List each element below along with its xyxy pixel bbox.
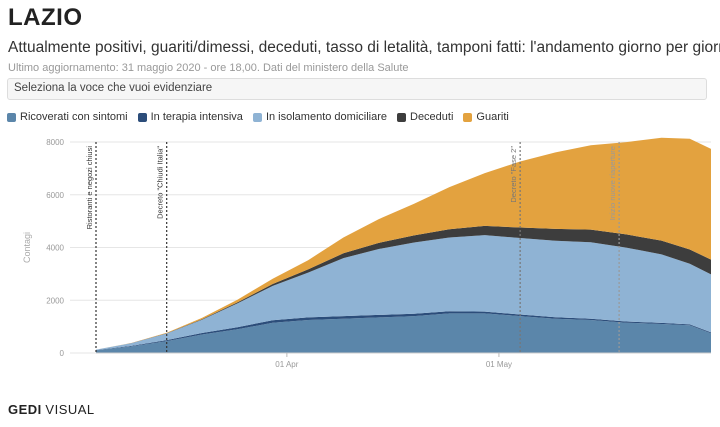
legend-label: Ricoverati con sintomi: [20, 111, 128, 123]
annotation-label: Decreto "Chiudi Italia": [156, 146, 165, 219]
y-tick-label: 0: [60, 349, 65, 358]
selector-placeholder: Seleziona la voce che vuoi evidenziare: [14, 82, 213, 94]
x-tick-label: 01 May: [486, 360, 512, 369]
legend-item-in-isolamento-domiciliare[interactable]: In isolamento domiciliare: [252, 111, 387, 123]
y-tick-label: 4000: [46, 244, 64, 253]
legend-item-deceduti[interactable]: Deceduti: [397, 111, 453, 123]
stacked-area-chart: 0 2000 4000 6000 8000 Contagi 01 Apr 01 May Rist…: [22, 137, 711, 369]
page-title: LAZIO: [8, 4, 83, 31]
legend-label: In isolamento domiciliare: [265, 111, 387, 123]
annotation-label: Decreto "Fase 2": [509, 146, 518, 203]
area-guariti: [96, 137, 711, 350]
legend-label: In terapia intensiva: [150, 111, 243, 123]
page-subtitle: Attualmente positivi, guariti/dimessi, d…: [8, 39, 720, 56]
y-tick-label: 8000: [46, 138, 64, 147]
legend-swatch: [137, 112, 147, 122]
chart-legend: Ricoverati con sintomi In terapia intensi…: [7, 111, 509, 123]
legend-label: Deceduti: [410, 111, 454, 123]
area-ricoverati-con-sintomi: [96, 313, 711, 353]
brand-logo-part1: GEDI: [8, 402, 42, 417]
area-in-isolamento-domiciliare: [96, 235, 711, 351]
x-tick-label: 01 Apr: [275, 360, 298, 369]
brand-logo-part2: VISUAL: [45, 402, 95, 417]
legend-swatch: [397, 112, 406, 122]
series-highlight-selector[interactable]: Seleziona la voce che vuoi evidenziare: [7, 78, 707, 100]
legend-item-guariti[interactable]: Guariti: [463, 111, 509, 123]
legend-item-ricoverati-con-sintomi[interactable]: Ricoverati con sintomi: [7, 111, 128, 123]
y-tick-label: 2000: [46, 296, 64, 305]
area-in-terapia-intensiva: [96, 311, 711, 351]
legend-swatch: [7, 112, 16, 122]
annotation-label: Inizio nuove riaperture: [608, 146, 617, 220]
legend-label: Guariti: [476, 111, 509, 123]
brand-logo: GEDI VISUAL: [8, 402, 95, 417]
y-tick-label: 6000: [46, 191, 64, 200]
legend-swatch: [463, 112, 473, 122]
last-updated-note: Ultimo aggiornamento: 31 maggio 2020 - o…: [8, 62, 409, 74]
legend-swatch: [252, 112, 262, 122]
annotation-label: Ristoranti e negozi chiusi: [85, 146, 94, 230]
y-axis-title: Contagi: [22, 232, 32, 263]
legend-item-in-terapia-intensiva[interactable]: In terapia intensiva: [137, 111, 243, 123]
